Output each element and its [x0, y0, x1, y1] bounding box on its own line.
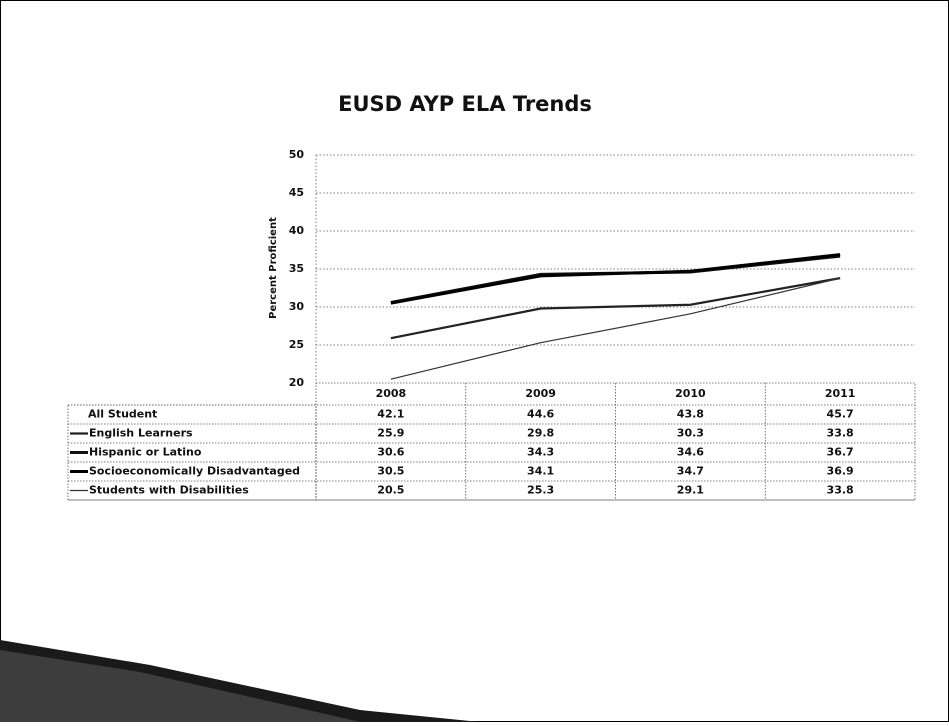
table-value: 45.7 — [827, 408, 854, 421]
y-tick-label: 45 — [289, 186, 304, 199]
decoration — [0, 650, 360, 722]
series-line — [390, 277, 841, 380]
y-tick-label: 30 — [289, 300, 305, 313]
table-value: 30.3 — [677, 427, 704, 440]
table-value: 30.5 — [377, 465, 404, 478]
y-tick-label: 20 — [289, 376, 305, 389]
y-tick-label: 35 — [289, 262, 304, 275]
x-tick-label: 2010 — [675, 387, 706, 400]
table-value: 34.7 — [677, 465, 704, 478]
table-value: 43.8 — [677, 408, 704, 421]
table-value: 42.1 — [377, 408, 404, 421]
x-tick-label: 2008 — [376, 387, 407, 400]
legend-label: English Learners — [89, 427, 193, 440]
y-tick-label: 40 — [289, 224, 305, 237]
legend-label: Students with Disabilities — [89, 484, 249, 497]
table-value: 34.6 — [677, 446, 704, 459]
legend-label: Socioeconomically Disadvantaged — [89, 465, 300, 478]
y-tick-label: 50 — [289, 148, 305, 161]
table-value: 25.9 — [377, 427, 404, 440]
table-value: 36.9 — [827, 465, 854, 478]
table-value: 25.3 — [527, 484, 554, 497]
chart-title: EUSD AYP ELA Trends — [338, 92, 592, 116]
table-value: 44.6 — [527, 408, 554, 421]
series-line — [390, 277, 841, 340]
legend-label: All Student — [88, 408, 157, 421]
table-value: 20.5 — [377, 484, 404, 497]
legend-label: Hispanic or Latino — [89, 446, 202, 459]
table-value: 36.7 — [827, 446, 854, 459]
table-value: 34.1 — [527, 465, 554, 478]
y-axis-label: Percent Proficient — [268, 217, 279, 319]
table-value: 29.1 — [677, 484, 704, 497]
x-tick-label: 2011 — [825, 387, 856, 400]
series-line — [390, 253, 841, 305]
y-tick-label: 25 — [289, 338, 304, 351]
table-value: 30.6 — [377, 446, 404, 459]
table-value: 34.3 — [527, 446, 554, 459]
table-value: 33.8 — [827, 484, 854, 497]
table-value: 33.8 — [827, 427, 854, 440]
x-tick-label: 2009 — [525, 387, 556, 400]
table-value: 29.8 — [527, 427, 554, 440]
